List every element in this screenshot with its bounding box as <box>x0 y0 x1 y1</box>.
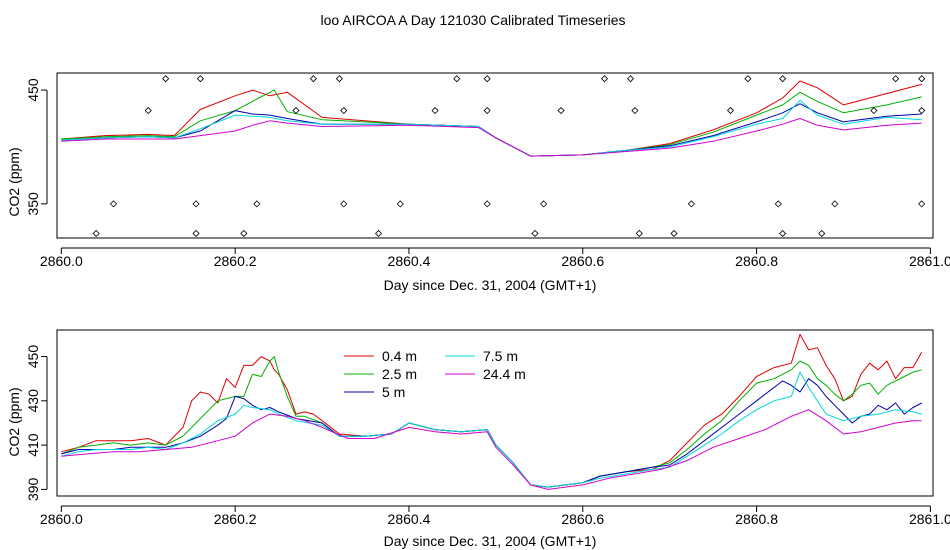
top-x-tick-label: 2860.2 <box>214 253 257 269</box>
top-marker-point <box>892 75 900 83</box>
bottom-series-5m <box>61 378 922 488</box>
top-marker-point <box>335 75 344 83</box>
top-plot-frame <box>56 72 934 239</box>
top-marker-point <box>483 106 491 115</box>
top-marker-point <box>109 200 118 208</box>
top-marker-point <box>627 75 635 83</box>
top-series <box>61 80 922 157</box>
bottom-x-tick-label: 2860.0 <box>40 511 83 527</box>
top-x-tick-label: 2861.0 <box>909 253 950 269</box>
top-marker-point <box>600 75 609 83</box>
top-marker-point <box>818 229 826 238</box>
top-series-24.4m <box>61 118 922 157</box>
bottom-series-7.5m <box>61 371 922 488</box>
bottom-series <box>61 333 923 490</box>
top-x-tick-label: 2860.4 <box>388 253 431 269</box>
top-panel: 2860.0 2860.2 2860.4 2860.6 2860.8 2861.0 350 4… <box>6 72 950 293</box>
legend-label-7.5m: 7.5 m <box>483 348 518 364</box>
bottom-x-axis-label: Day since Dec. 31, 2004 (GMT+1) <box>384 533 597 549</box>
top-y-tick-label: 450 <box>25 78 41 102</box>
top-marker-point <box>670 229 678 238</box>
bottom-x-tick-label: 2861.0 <box>909 511 950 527</box>
top-marker-point <box>540 200 548 208</box>
top-marker-point <box>687 200 695 208</box>
top-marker-point <box>192 229 200 238</box>
top-marker-point <box>192 200 200 208</box>
top-x-tick-label: 2860.8 <box>735 253 778 269</box>
bottom-x-tick-label: 2860.2 <box>214 511 257 527</box>
top-marker-point <box>483 75 491 83</box>
bottom-y-tick-label: 390 <box>25 477 41 501</box>
top-marker-point <box>726 106 735 115</box>
top-marker-point <box>744 75 752 83</box>
top-marker-point <box>918 106 926 115</box>
legend-label-0.4m: 0.4 m <box>382 348 417 364</box>
top-marker-point <box>918 200 926 208</box>
top-y-tick-label: 350 <box>25 192 41 216</box>
bottom-y-tick-label: 430 <box>25 389 41 413</box>
top-marker-point <box>309 75 317 83</box>
bottom-y-tick-label: 410 <box>25 433 41 457</box>
top-marker-point <box>396 200 404 208</box>
bottom-y-tick-label: 450 <box>25 345 41 369</box>
bottom-x-tick-label: 2860.8 <box>735 511 778 527</box>
top-marker-point <box>779 229 787 238</box>
legend-label-2.5m: 2.5 m <box>382 366 417 382</box>
top-marker-point <box>253 200 261 208</box>
figure-title: loo AIRCOA A Day 121030 Calibrated Times… <box>320 12 625 28</box>
bottom-x-tick-label: 2860.4 <box>388 511 431 527</box>
top-series-7.5m <box>61 99 922 157</box>
top-marker-point <box>870 106 878 115</box>
top-marker-point <box>831 200 839 208</box>
top-series-0.4m <box>61 80 922 157</box>
top-marker-point <box>557 106 565 115</box>
top-marker-point <box>292 106 300 115</box>
top-marker-point <box>340 200 348 208</box>
top-marker-point <box>431 106 439 115</box>
legend: 0.4 m 2.5 m 5 m 7.5 m 24.4 m <box>344 348 526 400</box>
bottom-axes: 2860.0 2860.2 2860.4 2860.6 2860.8 2861.0 390 4… <box>25 345 950 527</box>
top-marker-point <box>483 200 491 208</box>
top-x-tick-label: 2860.0 <box>40 253 83 269</box>
top-marker-point <box>779 75 787 83</box>
top-marker-point <box>196 75 204 83</box>
top-marker-point <box>531 229 539 238</box>
legend-label-5m: 5 m <box>382 384 405 400</box>
top-marker-point <box>774 200 782 208</box>
top-series-2.5m <box>61 89 922 157</box>
bottom-x-tick-label: 2860.6 <box>561 511 604 527</box>
top-marker-point <box>92 229 100 238</box>
top-marker-point <box>635 229 643 238</box>
top-marker-point <box>340 106 348 115</box>
top-x-axis-label: Day since Dec. 31, 2004 (GMT+1) <box>384 277 597 293</box>
bottom-panel: 2860.0 2860.2 2860.4 2860.6 2860.8 2861.0 390 4… <box>6 329 950 549</box>
top-x-tick-label: 2860.6 <box>561 253 604 269</box>
top-marker-point <box>374 229 383 238</box>
top-marker-point <box>162 75 170 83</box>
top-marker-point <box>918 75 926 83</box>
bottom-y-axis-label: CO2 (ppm) <box>6 387 22 456</box>
top-markers <box>92 75 926 238</box>
top-marker-point <box>144 106 152 115</box>
bottom-series-24.4m <box>61 409 922 490</box>
top-axes: 2860.0 2860.2 2860.4 2860.6 2860.8 2861.0 350 4… <box>25 78 950 269</box>
top-y-axis-label: CO2 (ppm) <box>6 147 22 216</box>
top-series-5m <box>61 103 922 157</box>
top-marker-point <box>240 229 248 238</box>
legend-label-24.4m: 24.4 m <box>483 366 526 382</box>
bottom-plot-frame <box>56 329 934 497</box>
top-marker-point <box>453 75 461 83</box>
top-marker-point <box>631 106 639 115</box>
